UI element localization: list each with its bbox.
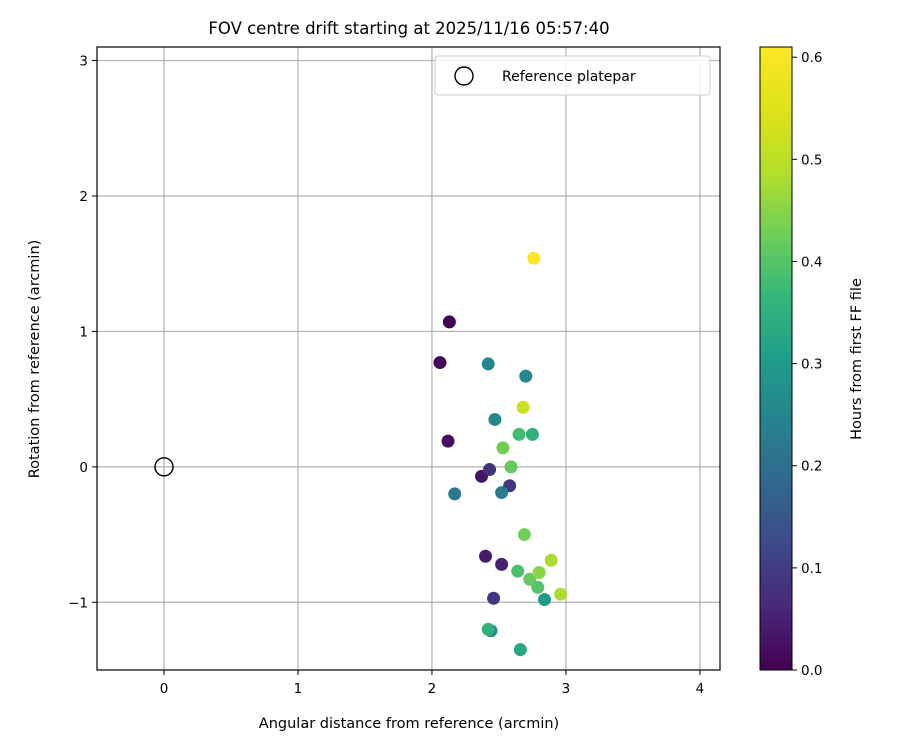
- scatter-point: [531, 580, 545, 594]
- scatter-point: [479, 549, 493, 563]
- colorbar-gradient: [759, 46, 793, 671]
- colorbar-ticks: 0.0 0.1 0.2 0.3 0.4 0.5 0.6: [792, 50, 822, 679]
- y-tick-label: 3: [79, 54, 88, 70]
- legend: Reference platepar: [434, 55, 711, 96]
- scatter-point: [554, 587, 568, 601]
- scatter-point: [441, 434, 455, 448]
- colorbar-tick-label: 0.1: [801, 561, 822, 577]
- y-tick-label: 0: [79, 460, 88, 476]
- scatter-point: [496, 441, 510, 455]
- scatter-point: [525, 427, 539, 441]
- scatter-point: [433, 356, 447, 370]
- x-tick-label: 0: [160, 681, 169, 697]
- scatter-point: [488, 412, 502, 426]
- legend-label-reference: Reference platepar: [502, 69, 636, 85]
- x-axis-label: Angular distance from reference (arcmin): [259, 716, 559, 732]
- scatter-point: [487, 591, 501, 605]
- legend-marker-reference: [454, 66, 474, 86]
- x-tick-label: 4: [696, 681, 705, 697]
- colorbar-tick-label: 0.4: [801, 254, 822, 270]
- x-tick-label: 2: [428, 681, 437, 697]
- scatter-point: [504, 460, 518, 474]
- scatter-point: [511, 564, 525, 578]
- y-axis-label: Rotation from reference (arcmin): [27, 240, 43, 479]
- colorbar-tick-label: 0.3: [801, 357, 822, 373]
- scatter-point: [527, 251, 541, 265]
- y-tick-label: 1: [79, 324, 88, 340]
- colorbar: 0.0 0.1 0.2 0.3 0.4 0.5 0.6 Hours from first F…: [759, 46, 865, 679]
- scatter-point: [442, 315, 456, 329]
- legend-box: [434, 55, 711, 96]
- scatter-point: [483, 463, 497, 477]
- x-tick-label: 3: [562, 681, 571, 697]
- colorbar-tick-label: 0.6: [801, 50, 822, 66]
- scatter-point: [512, 427, 526, 441]
- scatter-point: [481, 357, 495, 371]
- colorbar-tick-label: 0.5: [801, 152, 822, 168]
- y-tick-label: 2: [79, 189, 88, 205]
- colorbar-tick-label: 0.0: [801, 663, 822, 679]
- reference-platepar-marker: [154, 457, 174, 477]
- x-tick-label: 1: [294, 681, 303, 697]
- scatter-point: [537, 593, 551, 607]
- scatter-point: [519, 369, 533, 383]
- scatter-point: [544, 553, 558, 567]
- colorbar-tick-label: 0.2: [801, 459, 822, 475]
- grid: [97, 47, 720, 670]
- scatter-point: [495, 486, 509, 500]
- scatter-point: [481, 622, 495, 636]
- colorbar-label: Hours from first FF file: [849, 278, 865, 440]
- scatter-point: [532, 565, 546, 579]
- scatter-point: [517, 528, 531, 542]
- scatter-points: [154, 251, 568, 657]
- plot-frame: [96, 46, 721, 671]
- x-axis-ticks: 0 1 2 3 4: [160, 670, 705, 697]
- scatter-point: [523, 572, 537, 586]
- scatter-point: [516, 400, 530, 414]
- y-axis-ticks: −1 0 1 2 3: [68, 54, 97, 611]
- scatter-point: [495, 557, 509, 571]
- chart-title: FOV centre drift starting at 2025/11/16 …: [208, 19, 609, 38]
- scatter-point: [513, 643, 527, 657]
- scatter-point: [448, 487, 462, 501]
- y-tick-label: −1: [68, 595, 88, 611]
